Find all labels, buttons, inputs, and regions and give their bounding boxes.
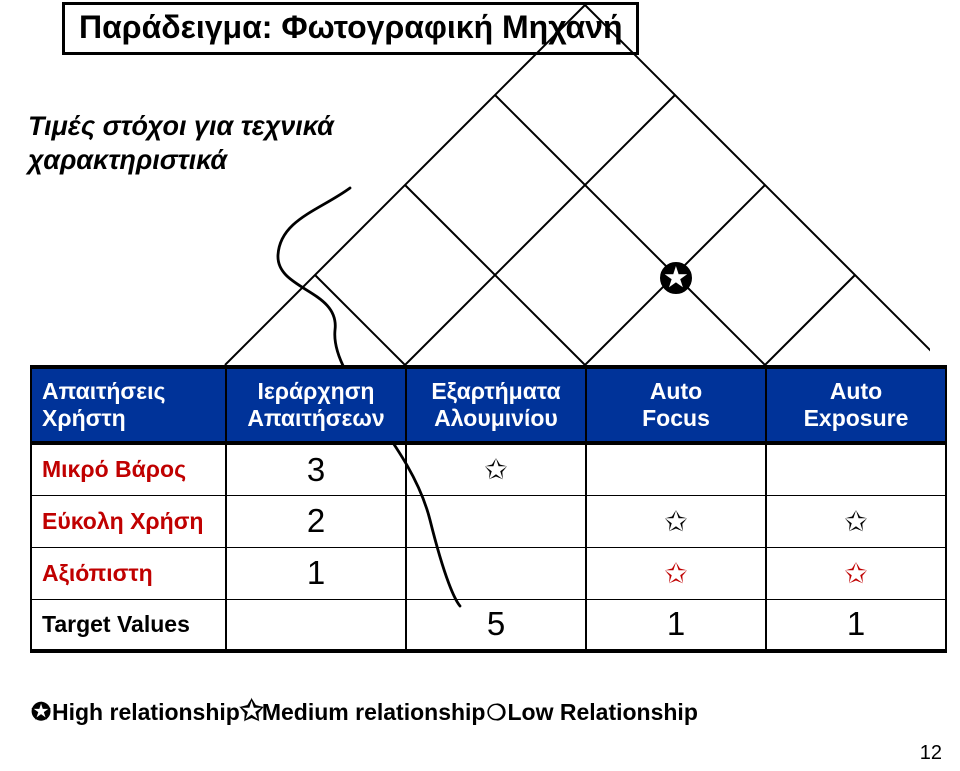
page-number: 12 [920,742,942,765]
target-values-blank [226,599,406,651]
qfd-row-rank-1: 2 [226,495,406,547]
target-value-1: 1 [586,599,766,651]
subtitle-line1: Τιμές στόχοι για τεχνικά [28,111,334,141]
qfd-cell-2-1: ✩ [586,547,766,599]
qfd-cell-0-0: ✩ [406,443,586,495]
page-title: Παράδειγμα: Φωτογραφική Μηχανή [62,2,639,55]
qfd-cell-1-1: ✩ [586,495,766,547]
target-value-2: 1 [766,599,946,651]
qfd-header-4: AutoExposure [766,367,946,443]
qfd-cell-0-2 [766,443,946,495]
qfd-row-rank-2: 1 [226,547,406,599]
legend-item-2: Low Relationship [507,699,697,726]
qfd-cell-2-2: ✩ [766,547,946,599]
legend: ✪High relationship✩Medium relationship❍L… [30,694,717,727]
qfd-row-label-1: Εύκολη Χρήση [31,495,226,547]
page-number-text: 12 [920,742,942,764]
subtitle: Τιμές στόχοι για τεχνικά χαρακτηριστικά [28,110,334,178]
qfd-header-3: AutoFocus [586,367,766,443]
subtitle-line2: χαρακτηριστικά [28,145,227,175]
legend-item-1: Medium relationship [262,699,486,726]
qfd-header-0: ΑπαιτήσειςΧρήστη [31,367,226,443]
target-value-0: 5 [406,599,586,651]
legend-item-0: High relationship [52,699,240,726]
target-values-label: Target Values [31,599,226,651]
qfd-cell-1-0 [406,495,586,547]
qfd-row-label-0: Μικρό Βάρος [31,443,226,495]
qfd-cell-0-1 [586,443,766,495]
qfd-header-2: ΕξαρτήματαΑλουμινίου [406,367,586,443]
qfd-row-label-2: Αξιόπιστη [31,547,226,599]
qfd-table: ΑπαιτήσειςΧρήστηΙεράρχησηΑπαιτήσεωνΕξαρτ… [30,365,947,653]
qfd-header-1: ΙεράρχησηΑπαιτήσεων [226,367,406,443]
qfd-row-rank-0: 3 [226,443,406,495]
page-title-text: Παράδειγμα: Φωτογραφική Μηχανή [79,9,622,45]
qfd-cell-1-2: ✩ [766,495,946,547]
roof-high-icon: ★ [660,262,692,294]
qfd-cell-2-0 [406,547,586,599]
